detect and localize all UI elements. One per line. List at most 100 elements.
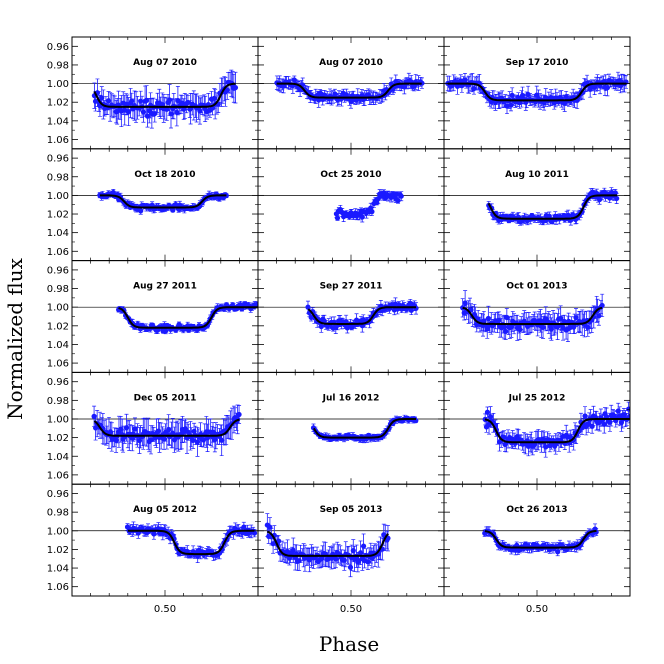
data-point xyxy=(589,423,595,429)
fit-curve xyxy=(93,418,240,437)
data-points xyxy=(445,71,629,115)
y-tick-label: 1.06 xyxy=(47,359,69,370)
data-point xyxy=(126,108,132,115)
panel: 0.96 0.98 1.00 1.02 1.04 1.06 Aug 27 2011 xyxy=(47,260,259,373)
fit-curve xyxy=(447,82,627,102)
data-point xyxy=(334,215,341,221)
panel-title: Oct 25 2010 xyxy=(320,170,381,180)
data-point xyxy=(155,428,161,434)
panel-title: Oct 01 2013 xyxy=(506,282,567,292)
data-points xyxy=(460,290,605,342)
data-points xyxy=(305,297,419,334)
panel-frame xyxy=(257,148,445,262)
panel-frame xyxy=(257,260,445,373)
data-point xyxy=(369,209,375,215)
fit-curve xyxy=(312,418,417,439)
y-tick-label: 0.96 xyxy=(47,265,69,276)
data-point xyxy=(525,91,531,98)
data-point xyxy=(132,426,138,432)
panel: Sep 27 2011 xyxy=(257,260,445,373)
y-tick-label: 1.02 xyxy=(47,98,69,109)
data-point xyxy=(163,328,169,334)
data-point xyxy=(504,314,510,321)
y-tick-label: 1.00 xyxy=(47,414,69,425)
y-tick-label: 1.00 xyxy=(47,303,69,314)
panel-title: Oct 18 2010 xyxy=(134,170,195,180)
data-point xyxy=(113,437,119,443)
panel-title: Aug 27 2011 xyxy=(133,282,197,292)
data-point xyxy=(219,437,225,443)
panel: Jul 16 2012 xyxy=(257,371,445,485)
fit-curve xyxy=(93,82,236,108)
panel-frame xyxy=(71,260,259,373)
data-point xyxy=(607,419,613,425)
data-points xyxy=(97,189,229,215)
fit-curve xyxy=(276,82,422,99)
data-point xyxy=(471,85,477,92)
y-tick-label: 1.02 xyxy=(47,321,69,332)
data-point xyxy=(596,313,602,319)
fit-curve xyxy=(307,306,417,325)
data-point xyxy=(395,197,401,204)
panel-frame xyxy=(443,371,631,485)
panel: Oct 01 2013 xyxy=(443,260,631,373)
data-point xyxy=(316,97,322,103)
y-tick-label: 0.98 xyxy=(47,172,69,183)
data-points xyxy=(274,72,425,109)
fit-curve xyxy=(484,418,630,444)
panel-grid: 0.96 0.98 1.00 1.02 1.04 1.06 Aug 07 2010 Aug 0… xyxy=(47,36,631,615)
data-point xyxy=(627,413,630,420)
y-tick-label: 0.96 xyxy=(47,377,69,388)
y-tick-label: 1.04 xyxy=(47,116,69,127)
data-point xyxy=(543,444,549,450)
data-point xyxy=(185,99,191,106)
y-tick-label: 1.02 xyxy=(47,210,69,221)
data-points xyxy=(482,401,630,458)
y-tick-label: 0.98 xyxy=(47,284,69,295)
data-point xyxy=(485,315,491,322)
data-point xyxy=(138,208,144,214)
panel: Sep 17 2010 xyxy=(443,36,631,150)
y-tick-label: 1.04 xyxy=(47,452,69,463)
data-point xyxy=(596,196,603,203)
data-point xyxy=(573,314,579,321)
y-tick-label: 1.04 xyxy=(47,228,69,239)
data-point xyxy=(614,195,620,202)
data-point xyxy=(194,439,201,445)
data-point xyxy=(236,411,242,418)
data-point xyxy=(210,429,216,435)
data-point xyxy=(599,302,605,309)
panel-title: Dec 05 2011 xyxy=(134,393,197,403)
data-point xyxy=(123,425,130,431)
y-tick-label: 1.06 xyxy=(47,470,69,481)
panel-title: Sep 27 2011 xyxy=(320,282,383,292)
data-point xyxy=(305,304,311,310)
data-point xyxy=(558,315,564,321)
panel-title: Jul 16 2012 xyxy=(322,393,380,403)
y-tick-label: 0.98 xyxy=(47,60,69,71)
panel-title: Aug 07 2010 xyxy=(319,58,383,68)
y-tick-label: 1.06 xyxy=(47,135,69,146)
fit-curve xyxy=(462,306,603,325)
data-point xyxy=(144,113,151,119)
panel: 0.96 0.98 1.00 1.02 1.04 1.06 Aug 07 2010 xyxy=(47,36,259,150)
data-point xyxy=(318,323,324,330)
data-point xyxy=(197,108,203,114)
panel-title: Aug 10 2011 xyxy=(505,170,569,180)
data-point xyxy=(408,307,414,313)
fit-curve xyxy=(99,194,227,209)
data-points xyxy=(486,187,620,226)
data-point xyxy=(398,193,404,199)
panel-frame xyxy=(257,371,445,485)
y-tick-label: 1.02 xyxy=(47,433,69,444)
panel: Oct 25 2010 xyxy=(257,148,445,262)
data-point xyxy=(348,98,354,105)
y-tick-label: 1.04 xyxy=(47,340,69,351)
data-point xyxy=(211,95,217,101)
panel: 0.96 0.98 1.00 1.02 1.04 1.06 Oct 18 2010 xyxy=(47,148,259,262)
panel: Aug 07 2010 xyxy=(257,36,445,150)
data-points xyxy=(116,300,258,335)
data-point xyxy=(582,413,588,419)
y-tick-label: 0.96 xyxy=(47,42,69,53)
